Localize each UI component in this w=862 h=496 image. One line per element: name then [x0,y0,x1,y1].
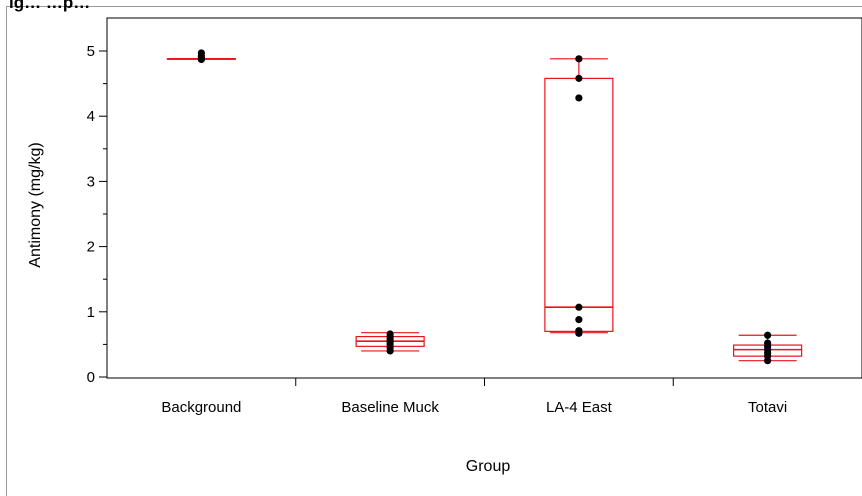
data-point [386,347,394,355]
y-axis-title: Antimony (mg/kg) [27,142,44,267]
x-tick-label: Totavi [748,399,787,416]
x-axis-title: Group [466,458,511,475]
data-point [575,303,583,311]
box-iqr [544,77,614,332]
data-point [764,357,772,365]
y-tick-label: 2 [87,239,95,256]
data-point [575,94,583,102]
data-point [575,74,583,82]
y-tick-label: 0 [87,369,95,386]
y-tick-label: 1 [87,304,95,321]
data-point [575,329,583,337]
chart-frame: ig… …p… [6,0,862,496]
plot-area: 0 1 2 3 4 5 Background Baseline Muck LA-4 East To… [87,17,862,416]
x-tick-label: Background [161,399,241,416]
y-tick-label: 3 [87,173,95,190]
data-point [764,331,772,339]
x-tick-label: Baseline Muck [341,399,439,416]
y-tick-label: 5 [87,43,95,60]
x-tick-label: LA-4 East [546,399,613,416]
data-point [575,316,583,324]
y-tick-label: 4 [87,108,95,125]
chart-title: ig… …p… [9,0,91,12]
plot-frame [106,17,862,379]
data-point [575,55,583,63]
data-point [197,55,205,64]
